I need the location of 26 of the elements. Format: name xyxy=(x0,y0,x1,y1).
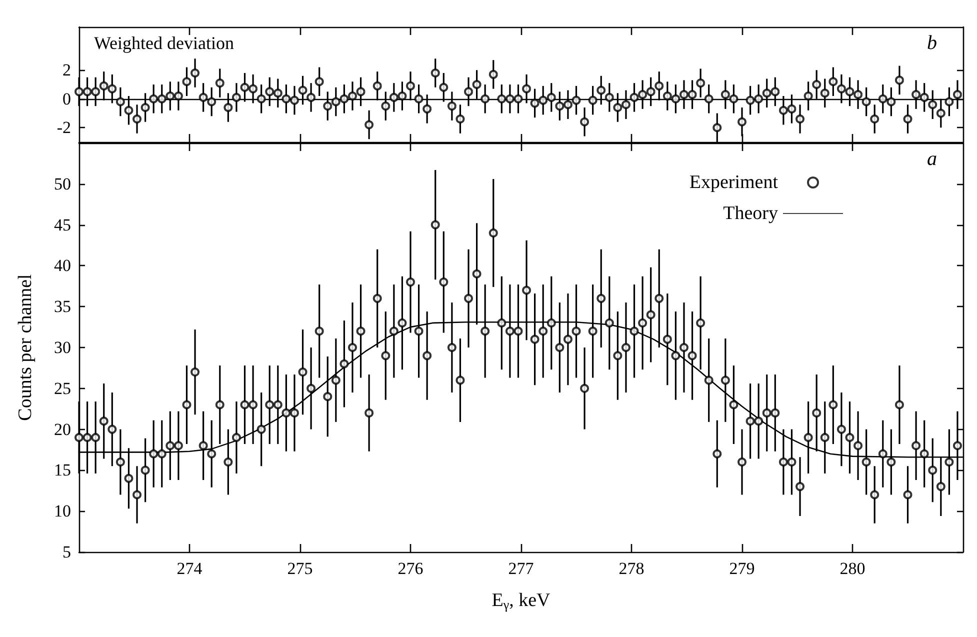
y-axis-title: Counts per channel xyxy=(15,274,36,421)
x-tick-label: 277 xyxy=(508,559,534,578)
x-tick-label: 274 xyxy=(176,559,203,578)
y-tick-label: 2 xyxy=(62,60,71,80)
y-tick-label: 15 xyxy=(54,460,71,480)
chart-title: Weighted deviation xyxy=(94,33,234,53)
y-tick-label: 5 xyxy=(62,542,71,562)
y-tick-label: 0 xyxy=(62,89,71,108)
x-tick-label: 276 xyxy=(398,559,424,578)
annotation: b xyxy=(927,32,937,54)
y-tick-label: 30 xyxy=(54,338,71,357)
legend-label: Theory xyxy=(723,203,778,224)
legend-label: Experiment xyxy=(689,172,779,193)
x-tick-label: 280 xyxy=(840,559,866,578)
y-tick-label: 50 xyxy=(54,174,71,194)
y-tick-label: 40 xyxy=(54,256,71,276)
x-tick-label: 278 xyxy=(618,559,644,578)
y-tick-label: 25 xyxy=(54,378,71,398)
y-tick-label: -2 xyxy=(56,118,71,138)
x-tick-label: 279 xyxy=(729,559,755,578)
y-tick-label: 35 xyxy=(54,297,71,316)
annotation: a xyxy=(927,148,937,170)
y-tick-label: 10 xyxy=(54,502,71,521)
y-tick-label: 45 xyxy=(54,215,71,234)
y-tick-label: 20 xyxy=(54,420,71,439)
x-tick-label: 275 xyxy=(287,559,313,578)
